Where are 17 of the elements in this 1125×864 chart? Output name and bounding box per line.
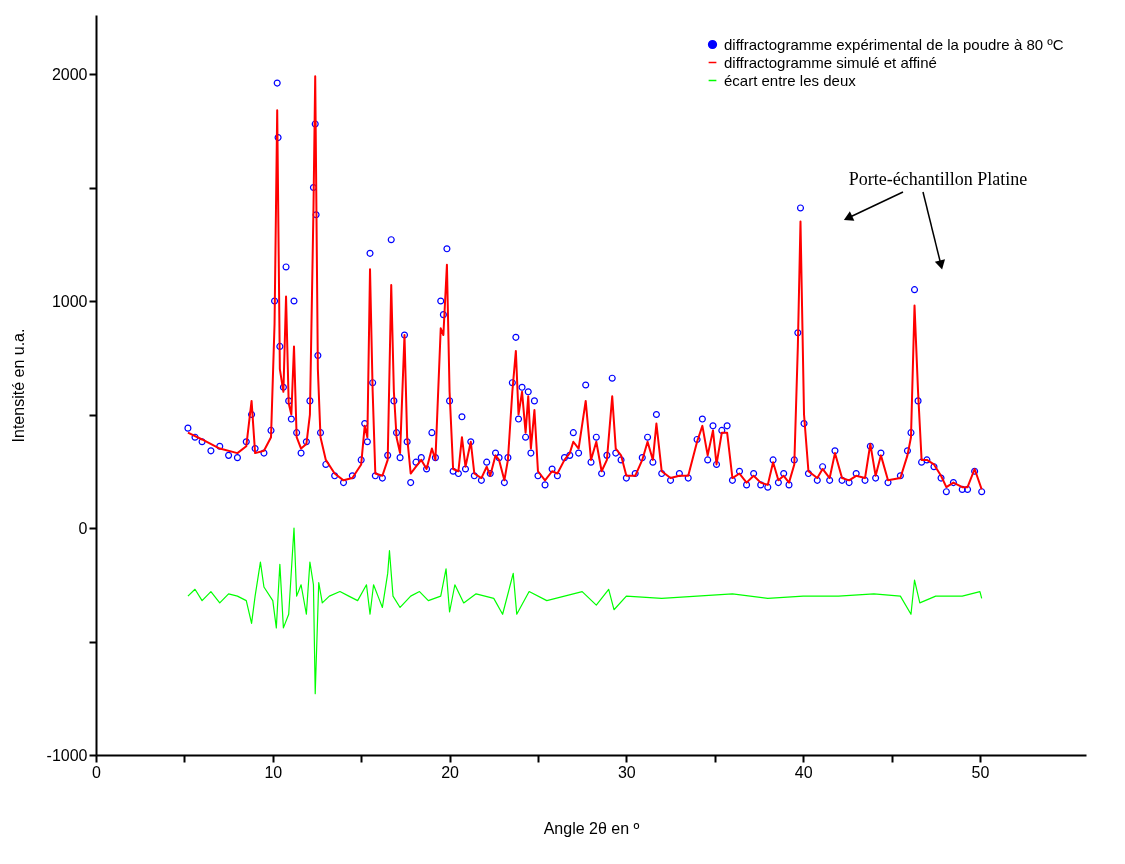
x-tick-label: 30 — [617, 763, 636, 781]
x-tick-label: 10 — [264, 763, 283, 781]
y-tick-label: 2000 — [51, 65, 88, 83]
legend-label: diffractogramme simulé et affiné — [724, 53, 937, 71]
legend-label: diffractogramme expérimental de la poudre à 80 ºC — [724, 35, 1064, 53]
annotation: Porte-échantillon Platine — [848, 169, 1028, 189]
legend-label: écart entre les deux — [724, 71, 857, 89]
y-axis-title: Intensité en u.a. — [9, 328, 27, 443]
y-tick-label: 1000 — [51, 292, 88, 310]
x-tick-label: 20 — [441, 763, 460, 781]
x-tick-label: 40 — [794, 763, 813, 781]
x-tick-label: 50 — [971, 763, 990, 781]
y-tick-label: -1000 — [46, 746, 88, 764]
line-series — [187, 527, 983, 695]
x-tick-label: 0 — [92, 763, 102, 781]
x-axis-title: Angle 2θ en º — [543, 819, 640, 837]
y-tick-label: 0 — [78, 519, 88, 537]
